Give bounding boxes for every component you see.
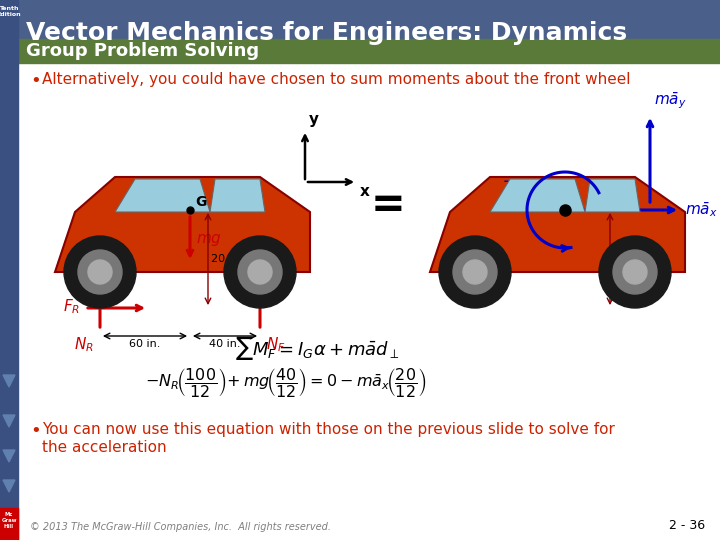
Text: $m\bar{a}_x$: $m\bar{a}_x$: [685, 200, 718, 219]
Text: $N_R$: $N_R$: [74, 335, 94, 354]
Polygon shape: [585, 179, 640, 212]
Bar: [0, 0, 720, 40]
Bar: [0, 508, 18, 540]
Text: $mg$: $mg$: [196, 232, 222, 248]
Text: 40 in.: 40 in.: [210, 339, 240, 349]
Text: •: •: [30, 422, 41, 440]
Text: Group Problem Solving: Group Problem Solving: [26, 42, 259, 60]
Polygon shape: [3, 480, 15, 492]
Text: =: =: [371, 184, 405, 226]
Circle shape: [439, 236, 511, 308]
Text: 20 in.: 20 in.: [613, 254, 644, 264]
Polygon shape: [490, 179, 585, 212]
Text: $\bar{I}\alpha$: $\bar{I}\alpha$: [503, 181, 523, 203]
Text: 60 in.: 60 in.: [130, 339, 161, 349]
Text: 20 in.: 20 in.: [211, 254, 243, 264]
Circle shape: [613, 250, 657, 294]
Text: 2 - 36: 2 - 36: [669, 519, 705, 532]
Circle shape: [224, 236, 296, 308]
Polygon shape: [55, 177, 310, 272]
Circle shape: [88, 260, 112, 284]
Text: the acceleration: the acceleration: [42, 440, 166, 455]
Text: Alternatively, you could have chosen to sum moments about the front wheel: Alternatively, you could have chosen to …: [42, 72, 631, 87]
Circle shape: [238, 250, 282, 294]
Circle shape: [453, 250, 497, 294]
Text: $\sum M_F = I_G\alpha + m\bar{a}d_\perp$: $\sum M_F = I_G\alpha + m\bar{a}d_\perp$: [235, 334, 400, 362]
Text: $N_F$: $N_F$: [266, 335, 286, 354]
Polygon shape: [430, 177, 685, 272]
Circle shape: [463, 260, 487, 284]
Bar: [18, 39, 720, 63]
Text: $m\bar{a}_y$: $m\bar{a}_y$: [654, 90, 687, 111]
Bar: [0, 0, 18, 540]
Circle shape: [248, 260, 272, 284]
Text: Mc
Graw
Hill: Mc Graw Hill: [1, 512, 17, 529]
Circle shape: [64, 236, 136, 308]
Circle shape: [78, 250, 122, 294]
Polygon shape: [3, 375, 15, 387]
Text: y: y: [309, 112, 319, 127]
Text: G: G: [195, 195, 207, 209]
Polygon shape: [115, 179, 210, 212]
Text: x: x: [360, 184, 370, 199]
Text: Vector Mechanics for Engineers: Dynamics: Vector Mechanics for Engineers: Dynamics: [26, 21, 627, 45]
Circle shape: [623, 260, 647, 284]
Text: •: •: [30, 72, 41, 90]
Text: Tenth
Edition: Tenth Edition: [0, 6, 22, 17]
Circle shape: [599, 236, 671, 308]
Polygon shape: [3, 415, 15, 427]
Text: $-N_R\!\left(\dfrac{100}{12}\right)\!+mg\!\left(\dfrac{40}{12}\right)=0-m\bar{a}: $-N_R\!\left(\dfrac{100}{12}\right)\!+mg…: [145, 366, 426, 399]
Polygon shape: [3, 450, 15, 462]
Text: $F_R$: $F_R$: [63, 298, 80, 316]
Polygon shape: [210, 179, 265, 212]
Text: You can now use this equation with those on the previous slide to solve for: You can now use this equation with those…: [42, 422, 615, 437]
Text: © 2013 The McGraw-Hill Companies, Inc.  All rights reserved.: © 2013 The McGraw-Hill Companies, Inc. A…: [30, 522, 331, 532]
